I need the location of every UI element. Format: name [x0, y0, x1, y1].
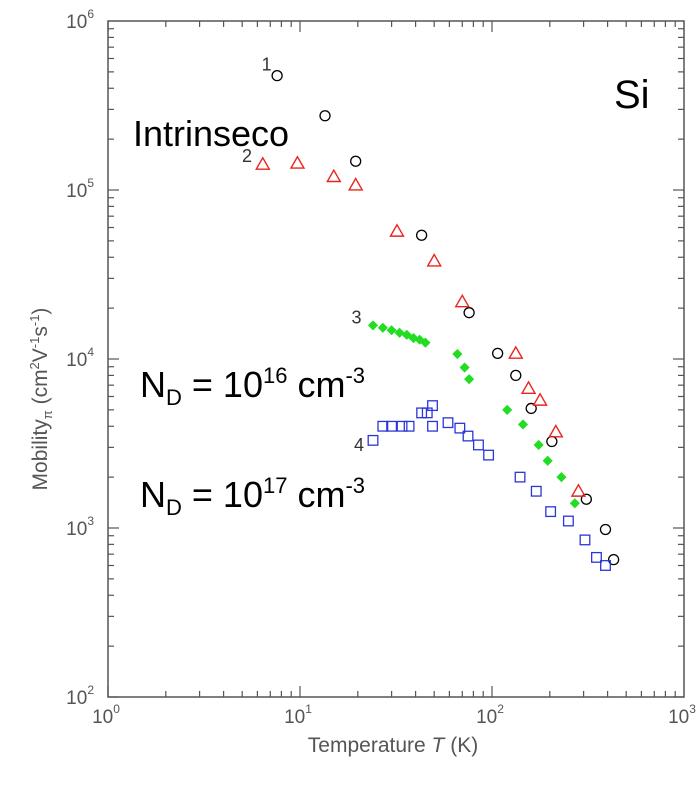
data-point-2: [454, 293, 470, 308]
data-point-2: [255, 156, 271, 170]
data-point-1: [491, 347, 504, 360]
data-point-3: [401, 329, 412, 340]
y-tick-labels: 102 103 104 105 106: [66, 7, 94, 709]
data-point-4: [427, 400, 438, 412]
x-tick-label: 101: [284, 702, 312, 728]
x-tick-label: 102: [476, 702, 504, 728]
y-tick-label: 104: [66, 345, 94, 371]
data-points: [255, 69, 620, 571]
data-point-3: [386, 325, 397, 336]
data-point-3: [569, 498, 580, 509]
tick-marks: [107, 21, 684, 698]
x-tick-labels: 100 101 102 103: [92, 702, 696, 728]
data-point-1: [319, 110, 331, 122]
series-label-1: 1: [262, 54, 272, 74]
data-point-4: [530, 485, 542, 497]
data-point-4: [562, 515, 574, 527]
data-point-2: [570, 483, 587, 497]
intrinsic-label: Intrinseco: [133, 113, 289, 154]
y-tick-label: 106: [66, 7, 94, 33]
nd17-label: ND = 1017 cm-3: [140, 473, 365, 520]
data-point-1: [510, 369, 522, 382]
data-point-2: [289, 155, 306, 169]
data-point-4: [386, 420, 398, 432]
data-point-4: [427, 420, 438, 432]
data-point-4: [545, 506, 557, 518]
data-point-1: [599, 523, 612, 536]
x-tick-label: 100: [92, 702, 120, 728]
series-labels: 1 2 3 4: [242, 54, 364, 455]
data-point-4: [591, 551, 602, 563]
data-point-1: [607, 553, 620, 566]
data-point-2: [326, 168, 342, 183]
y-tick-label: 105: [66, 176, 94, 202]
data-point-4: [454, 422, 466, 434]
data-point-2: [389, 223, 405, 237]
data-point-2: [426, 253, 442, 267]
data-point-3: [459, 362, 470, 373]
data-point-4: [367, 434, 379, 446]
data-point-4: [472, 439, 484, 451]
data-point-2: [508, 345, 524, 359]
data-point-3: [502, 404, 513, 415]
data-point-3: [452, 348, 463, 360]
material-label: Si: [614, 73, 650, 117]
series-label-3: 3: [352, 308, 362, 328]
data-point-4: [377, 420, 389, 432]
data-point-3: [542, 455, 553, 466]
data-point-1: [350, 155, 362, 167]
data-point-1: [580, 493, 592, 505]
data-point-1: [415, 229, 428, 241]
data-point-3: [377, 322, 388, 333]
y-tick-label: 102: [66, 683, 94, 709]
data-point-4: [579, 534, 591, 546]
data-point-4: [600, 560, 611, 571]
data-point-3: [464, 374, 475, 385]
data-point-1: [546, 435, 558, 448]
data-point-4: [403, 420, 415, 432]
data-point-1: [271, 69, 283, 82]
series-label-4: 4: [354, 435, 364, 455]
data-point-1: [463, 307, 475, 319]
data-point-4: [483, 449, 495, 461]
data-point-2: [532, 392, 548, 406]
data-point-2: [347, 177, 364, 191]
data-point-3: [517, 419, 529, 430]
x-axis-label: Temperature T (K): [308, 734, 478, 757]
data-point-3: [394, 327, 405, 338]
series-label-2: 2: [242, 146, 252, 166]
data-point-3: [420, 337, 431, 348]
x-tick-label: 103: [668, 702, 696, 728]
data-point-2: [548, 424, 564, 438]
nd16-label: ND = 1016 cm-3: [140, 363, 365, 410]
data-point-4: [396, 420, 408, 432]
y-tick-label: 103: [66, 514, 94, 540]
data-point-1: [525, 402, 537, 415]
data-point-3: [556, 472, 567, 483]
data-point-4: [462, 430, 474, 442]
data-point-2: [520, 380, 537, 394]
y-axis-label: Mobilityπ (cm2V-1s-1): [27, 308, 55, 491]
data-point-4: [514, 471, 526, 483]
data-point-4: [416, 407, 428, 419]
data-point-3: [367, 320, 379, 331]
data-point-4: [442, 417, 454, 429]
data-point-3: [533, 439, 544, 451]
